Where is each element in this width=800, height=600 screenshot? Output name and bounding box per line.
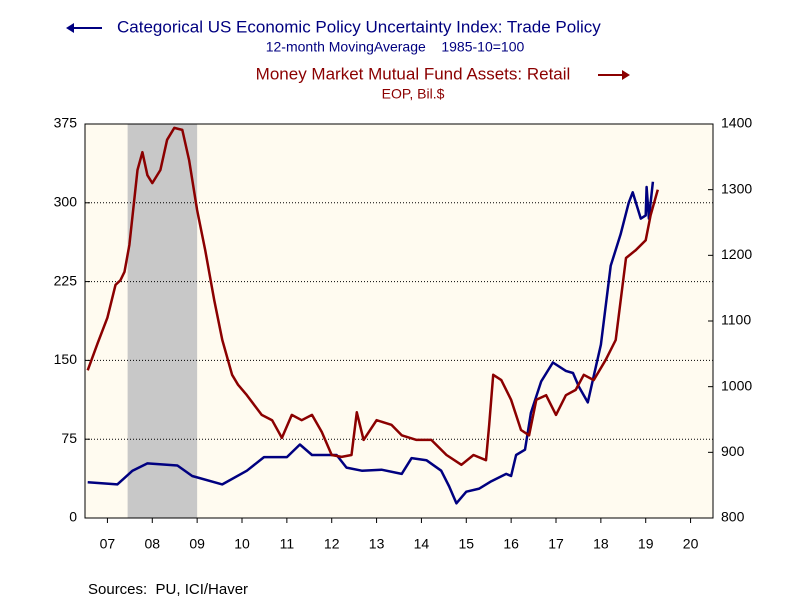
y2-tick-label: 1200 xyxy=(721,246,752,262)
x-tick-label: 18 xyxy=(593,536,609,552)
y2-tick-label: 800 xyxy=(721,509,745,525)
x-tick-label: 08 xyxy=(144,536,160,552)
x-tick-label: 17 xyxy=(548,536,564,552)
y-tick-label: 300 xyxy=(54,194,78,210)
y2-tick-label: 900 xyxy=(721,443,745,459)
source-note: Sources: PU, ICI/Haver xyxy=(88,581,248,598)
y-tick-label: 0 xyxy=(69,509,77,525)
x-tick-label: 16 xyxy=(503,536,519,552)
x-tick-label: 10 xyxy=(234,536,250,552)
x-tick-label: 15 xyxy=(458,536,474,552)
plot-border xyxy=(84,123,714,519)
series-line xyxy=(86,126,660,467)
y-tick-label: 150 xyxy=(54,351,78,367)
legend-arrow-right xyxy=(598,70,630,80)
x-tick-label: 13 xyxy=(369,536,385,552)
y2-tick-label: 1000 xyxy=(721,377,752,393)
x-tick-label: 12 xyxy=(324,536,340,552)
recession-shade xyxy=(127,124,198,518)
y-tick-label: 375 xyxy=(54,115,78,131)
legend-series-1: Categorical US Economic Policy Uncertain… xyxy=(117,17,601,36)
legend-units-2: EOP, Bil.$ xyxy=(382,86,445,102)
x-tick-label: 09 xyxy=(189,536,205,552)
x-tick-label: 07 xyxy=(100,536,116,552)
y-tick-label: 75 xyxy=(61,430,77,446)
legend-arrow-left xyxy=(66,23,102,33)
x-tick-label: 11 xyxy=(280,536,295,552)
y2-tick-label: 1300 xyxy=(721,180,752,196)
series-line xyxy=(87,181,655,505)
legend-series-2: Money Market Mutual Fund Assets: Retail xyxy=(256,64,571,83)
x-tick-label: 19 xyxy=(638,536,654,552)
x-tick-label: 14 xyxy=(414,536,430,552)
y2-tick-label: 1400 xyxy=(721,115,752,131)
x-tick-label: 20 xyxy=(683,536,699,552)
legend-units-1: 12-month MovingAverage 1985-10=100 xyxy=(266,39,525,55)
y-tick-label: 225 xyxy=(54,272,78,288)
y2-tick-label: 1100 xyxy=(721,312,751,328)
